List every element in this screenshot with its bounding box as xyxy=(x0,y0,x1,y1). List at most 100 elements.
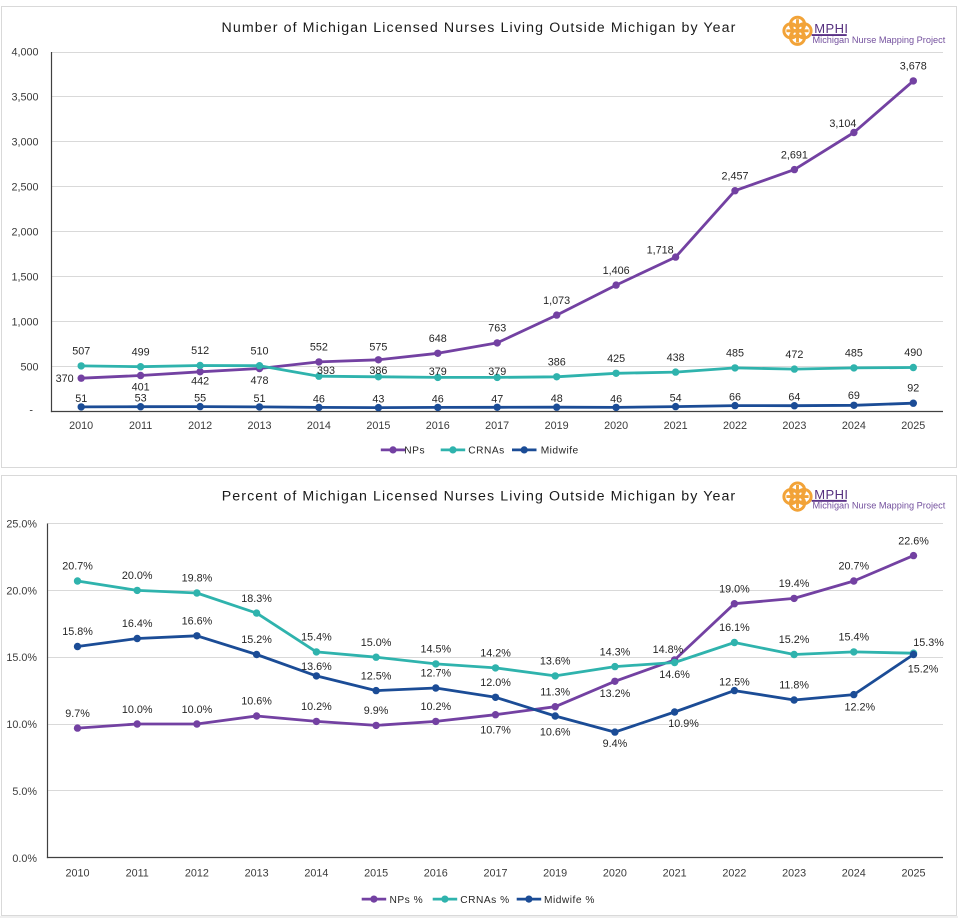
svg-text:2023: 2023 xyxy=(782,420,806,432)
svg-text:18.3%: 18.3% xyxy=(241,593,272,605)
svg-text:CRNAs %: CRNAs % xyxy=(460,895,509,906)
svg-text:3,678: 3,678 xyxy=(900,61,927,73)
svg-text:10.9%: 10.9% xyxy=(668,718,699,730)
svg-text:46: 46 xyxy=(432,393,444,405)
svg-text:10.0%: 10.0% xyxy=(122,704,153,716)
svg-text:19.0%: 19.0% xyxy=(719,583,750,595)
svg-text:53: 53 xyxy=(135,393,147,405)
svg-text:2021: 2021 xyxy=(663,868,687,880)
svg-text:485: 485 xyxy=(845,348,863,360)
svg-text:12.7%: 12.7% xyxy=(420,668,451,680)
svg-text:NPs %: NPs % xyxy=(390,895,424,906)
svg-text:13.2%: 13.2% xyxy=(600,688,631,700)
svg-text:10.7%: 10.7% xyxy=(480,725,511,737)
svg-text:10.2%: 10.2% xyxy=(420,701,451,713)
svg-text:1,073: 1,073 xyxy=(543,295,570,307)
svg-text:393: 393 xyxy=(317,365,335,377)
svg-text:552: 552 xyxy=(310,342,328,354)
svg-text:19.4%: 19.4% xyxy=(779,578,810,590)
svg-text:0.0%: 0.0% xyxy=(12,853,37,865)
svg-text:500: 500 xyxy=(20,361,38,373)
svg-text:2,691: 2,691 xyxy=(781,149,808,161)
svg-text:15.8%: 15.8% xyxy=(62,626,93,638)
svg-text:16.4%: 16.4% xyxy=(122,618,153,630)
svg-text:379: 379 xyxy=(488,366,506,378)
svg-text:22.6%: 22.6% xyxy=(898,535,929,547)
svg-text:2012: 2012 xyxy=(188,420,212,432)
svg-text:2014: 2014 xyxy=(307,420,331,432)
svg-text:2023: 2023 xyxy=(782,868,806,880)
svg-text:43: 43 xyxy=(372,394,384,406)
svg-text:2024: 2024 xyxy=(842,420,866,432)
svg-text:2025: 2025 xyxy=(901,420,925,432)
svg-text:379: 379 xyxy=(429,366,447,378)
svg-text:15.4%: 15.4% xyxy=(301,632,332,644)
svg-text:2019: 2019 xyxy=(543,868,567,880)
svg-text:507: 507 xyxy=(72,346,90,358)
svg-text:763: 763 xyxy=(488,323,506,335)
svg-text:575: 575 xyxy=(369,342,387,354)
svg-text:13.6%: 13.6% xyxy=(540,656,571,668)
svg-text:2022: 2022 xyxy=(722,868,746,880)
svg-text:-: - xyxy=(29,405,33,417)
svg-text:Michigan Nurse Mapping Project: Michigan Nurse Mapping Project xyxy=(813,35,946,45)
svg-text:20.7%: 20.7% xyxy=(838,561,869,573)
svg-text:11.3%: 11.3% xyxy=(540,686,570,698)
svg-text:3,104: 3,104 xyxy=(829,118,856,130)
svg-text:15.3%: 15.3% xyxy=(913,637,944,649)
svg-text:10.0%: 10.0% xyxy=(182,704,213,716)
svg-text:15.2%: 15.2% xyxy=(779,634,810,646)
svg-text:12.5%: 12.5% xyxy=(361,670,392,682)
svg-text:15.0%: 15.0% xyxy=(361,637,392,649)
svg-text:386: 386 xyxy=(369,365,387,377)
svg-text:14.6%: 14.6% xyxy=(659,669,690,681)
svg-text:16.1%: 16.1% xyxy=(719,622,750,634)
svg-text:2010: 2010 xyxy=(65,868,89,880)
svg-text:Percent of Michigan Licensed N: Percent of Michigan Licensed Nurses Livi… xyxy=(222,489,737,505)
svg-text:20.0%: 20.0% xyxy=(122,570,153,582)
svg-text:478: 478 xyxy=(250,375,268,387)
svg-text:2017: 2017 xyxy=(485,420,509,432)
svg-text:MPHI: MPHI xyxy=(814,487,848,502)
svg-text:386: 386 xyxy=(548,357,566,369)
svg-text:2024: 2024 xyxy=(842,868,866,880)
svg-text:12.2%: 12.2% xyxy=(844,701,875,713)
svg-text:Midwife: Midwife xyxy=(541,446,579,457)
svg-text:3,500: 3,500 xyxy=(11,92,38,104)
svg-text:10.2%: 10.2% xyxy=(301,701,332,713)
svg-text:15.2%: 15.2% xyxy=(241,634,272,646)
svg-text:2,000: 2,000 xyxy=(11,226,38,238)
svg-text:2020: 2020 xyxy=(604,420,628,432)
svg-text:512: 512 xyxy=(191,345,209,357)
svg-text:401: 401 xyxy=(132,382,150,394)
svg-text:64: 64 xyxy=(788,392,800,404)
svg-text:2013: 2013 xyxy=(247,420,271,432)
svg-text:19.8%: 19.8% xyxy=(182,573,213,585)
svg-text:66: 66 xyxy=(729,392,741,404)
svg-text:54: 54 xyxy=(670,393,682,405)
svg-text:MPHI: MPHI xyxy=(814,21,848,36)
svg-text:20.7%: 20.7% xyxy=(62,561,93,573)
svg-text:1,406: 1,406 xyxy=(603,265,630,277)
svg-text:3,000: 3,000 xyxy=(11,137,38,149)
svg-text:2016: 2016 xyxy=(426,420,450,432)
svg-text:2013: 2013 xyxy=(245,868,269,880)
svg-text:2015: 2015 xyxy=(366,420,390,432)
svg-text:15.4%: 15.4% xyxy=(838,632,869,644)
svg-text:15.2%: 15.2% xyxy=(908,664,939,676)
svg-text:Midwife %: Midwife % xyxy=(544,895,595,906)
svg-text:16.6%: 16.6% xyxy=(182,616,213,628)
svg-text:2,457: 2,457 xyxy=(721,170,748,182)
svg-text:2017: 2017 xyxy=(483,868,507,880)
svg-text:12.5%: 12.5% xyxy=(719,676,750,688)
svg-text:48: 48 xyxy=(551,393,563,405)
svg-text:425: 425 xyxy=(607,353,625,365)
svg-text:4,000: 4,000 xyxy=(11,47,38,59)
svg-text:9.7%: 9.7% xyxy=(65,708,90,720)
svg-text:2021: 2021 xyxy=(664,420,688,432)
svg-text:55: 55 xyxy=(194,393,206,405)
svg-text:Number of Michigan Licensed Nu: Number of Michigan Licensed Nurses Livin… xyxy=(221,20,736,36)
svg-text:CRNAs: CRNAs xyxy=(468,446,504,457)
svg-text:2014: 2014 xyxy=(304,868,328,880)
svg-text:51: 51 xyxy=(253,393,265,405)
